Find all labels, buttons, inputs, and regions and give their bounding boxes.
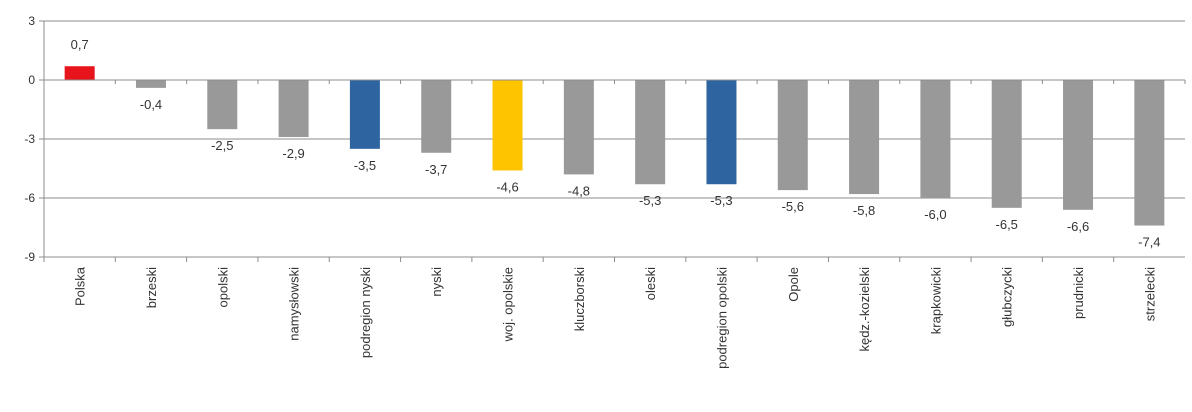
bars (64, 66, 1165, 226)
y-tick-label: -6 (24, 191, 35, 205)
bar (920, 80, 951, 198)
data-label: -6,0 (924, 207, 946, 222)
x-tick-label: kędz.-kozielski (857, 267, 872, 352)
x-tick-label: oleski (643, 267, 658, 300)
data-label: -2,5 (211, 138, 233, 153)
data-label: 0,7 (71, 37, 89, 52)
bar (1063, 80, 1094, 210)
data-label: -5,3 (639, 193, 661, 208)
data-label: -3,7 (425, 162, 447, 177)
x-tick-label: opolski (215, 267, 230, 308)
bar (349, 80, 380, 149)
x-tick-label: Opole (786, 267, 801, 302)
bar (421, 80, 452, 153)
x-tick-label: głubczycki (1000, 267, 1015, 327)
x-tick-label: nyski (429, 267, 444, 297)
data-label: -5,8 (853, 203, 875, 218)
data-label: -5,3 (710, 193, 732, 208)
x-tick-label: strzelecki (1142, 267, 1157, 321)
x-tick-label: Polska (73, 266, 88, 306)
bar (64, 66, 95, 80)
data-label: -7,4 (1138, 235, 1160, 250)
data-label: -4,6 (496, 179, 518, 194)
bar (849, 80, 880, 195)
y-tick-label: -9 (24, 250, 35, 264)
bar (635, 80, 666, 185)
y-tick-label: 0 (28, 73, 35, 87)
bar (278, 80, 309, 138)
bar (563, 80, 594, 175)
x-tick-label: kluczborski (572, 267, 587, 331)
axes (39, 20, 1186, 262)
data-label: -2,9 (282, 146, 304, 161)
bar (1134, 80, 1165, 226)
bar (492, 80, 523, 171)
x-tick-label: podregion nyski (358, 267, 373, 358)
bar (207, 80, 238, 130)
x-tick-label: namysłowski (287, 267, 302, 341)
data-label: -6,5 (996, 217, 1018, 232)
data-label: -5,6 (782, 199, 804, 214)
y-tick-label: 3 (28, 14, 35, 28)
y-tick-label: -3 (24, 132, 35, 146)
x-tick-label: woj. opolskie (501, 267, 516, 342)
labels: 3 0 -3 -6 -9 0,7 Polska -0,4 brzeski -2,5 opolski -… (24, 14, 1160, 369)
bar (777, 80, 808, 191)
bar (991, 80, 1022, 208)
data-label: -0,4 (140, 97, 162, 112)
x-tick-label: prudnicki (1071, 267, 1086, 319)
x-tick-label: podregion opolski (714, 267, 729, 369)
data-label: -4,8 (568, 183, 590, 198)
bar (135, 80, 166, 88)
x-tick-label: krapkowicki (928, 267, 943, 334)
data-label: -6,6 (1067, 219, 1089, 234)
bar (706, 80, 737, 185)
x-tick-label: brzeski (144, 267, 159, 308)
data-label: -3,5 (354, 158, 376, 173)
